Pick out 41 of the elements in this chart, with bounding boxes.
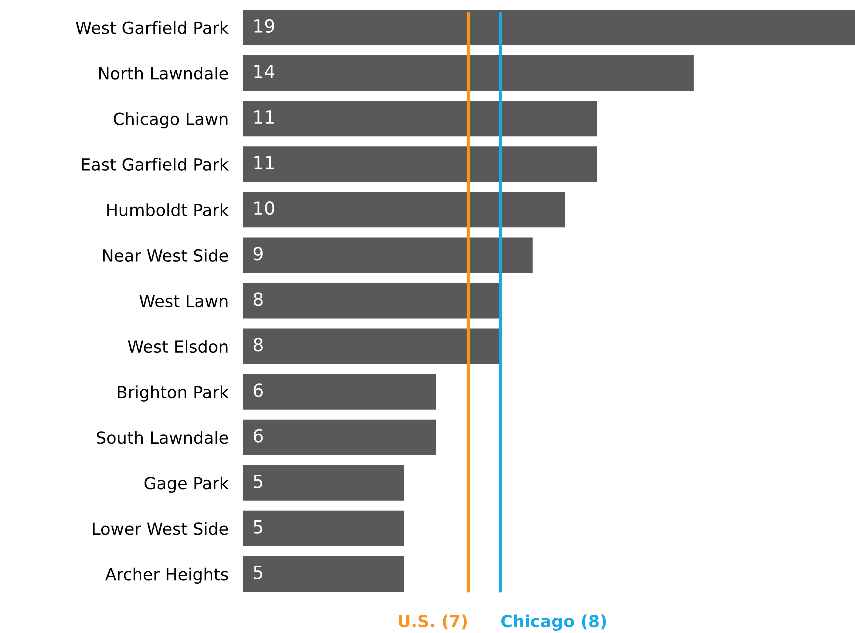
y-tick-label: Humboldt Park <box>108 204 230 216</box>
data-label: 14 <box>254 65 275 78</box>
bar <box>243 238 533 274</box>
y-tick-label: Lower West Side <box>93 522 228 536</box>
y-tick-label: East Garfield Park <box>82 158 230 171</box>
data-label: 11 <box>254 156 274 170</box>
bar <box>243 328 501 364</box>
bar <box>243 465 404 501</box>
bar <box>243 374 436 410</box>
data-label: 5 <box>254 520 263 534</box>
bar <box>243 556 404 592</box>
y-tick-label: Archer Heights <box>105 568 228 584</box>
y-tick-label: South Lawndale <box>97 431 228 444</box>
data-label: 6 <box>254 384 264 398</box>
data-label: 6 <box>254 429 264 443</box>
ref-line-label: U.S. (7) <box>399 614 468 630</box>
bar <box>243 101 598 137</box>
y-tick-label: North Lawndale <box>99 66 228 80</box>
data-label: 5 <box>254 474 263 488</box>
y-tick-label: West Garfield Park <box>76 21 230 34</box>
y-tick-label: Brighton Park <box>118 386 230 402</box>
data-label: 19 <box>254 19 274 34</box>
y-tick-label: West Elsdon <box>128 340 228 354</box>
data-label: 8 <box>254 292 263 306</box>
bar <box>243 10 855 46</box>
y-tick-label: Gage Park <box>144 476 230 493</box>
data-label: 9 <box>254 247 263 261</box>
bar <box>243 283 501 319</box>
data-label: 8 <box>254 338 263 352</box>
y-tick-label: Near West Side <box>103 249 228 262</box>
bar <box>243 510 404 546</box>
bar <box>243 56 694 92</box>
data-label: 10 <box>254 202 274 216</box>
bar <box>243 146 598 182</box>
data-label: 11 <box>254 110 274 124</box>
ref-line-label: Chicago (8) <box>502 614 606 632</box>
y-tick-label: West Lawn <box>140 295 228 308</box>
data-label: 5 <box>254 566 263 580</box>
bar <box>243 192 566 228</box>
y-tick-label: Chicago Lawn <box>114 112 228 129</box>
bar <box>243 420 436 456</box>
